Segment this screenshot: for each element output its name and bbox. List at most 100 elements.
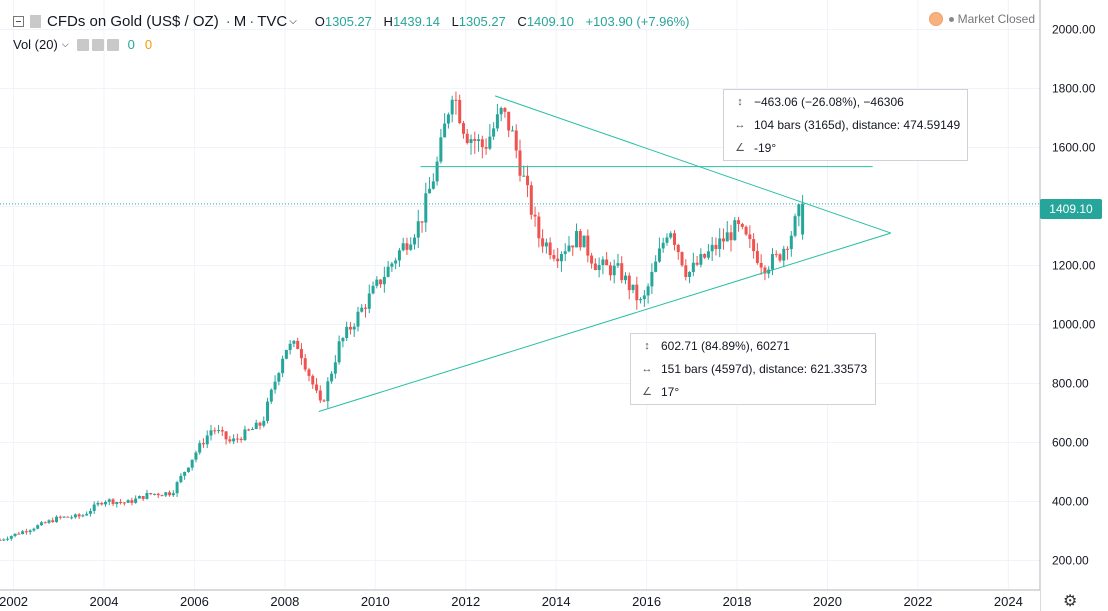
- candle-body: [85, 513, 89, 516]
- candle-body: [235, 438, 239, 440]
- y-tick-label: 600.00: [1052, 436, 1089, 450]
- y-tick-label: 1000.00: [1052, 318, 1096, 332]
- measure-box-lower[interactable]: ↕ 602.71 (84.89%), 60271 ↔ 151 bars (4597d…: [630, 333, 876, 405]
- candle-body: [258, 422, 262, 426]
- x-tick-label: 2022: [903, 594, 932, 609]
- candle-body: [107, 499, 111, 502]
- candle-body: [73, 514, 77, 518]
- candle-body: [32, 528, 36, 531]
- volume-label[interactable]: Vol (20): [13, 37, 58, 52]
- candle-body: [458, 99, 462, 124]
- candle-body: [526, 175, 530, 186]
- candle-body: [62, 516, 66, 518]
- candle-body: [360, 307, 364, 312]
- eye-icon[interactable]: [76, 38, 89, 51]
- candle-body: [194, 452, 198, 460]
- candle-body: [348, 326, 352, 330]
- candle-body: [616, 263, 620, 266]
- settings-icon[interactable]: [91, 38, 104, 51]
- candle-body: [774, 254, 778, 256]
- candle-body: [220, 430, 224, 432]
- candle-body: [428, 188, 432, 194]
- candle-body: [461, 123, 465, 134]
- candle-body: [156, 493, 160, 496]
- candle-body: [70, 517, 74, 519]
- candle-body: [228, 439, 232, 442]
- candle-body: [518, 150, 522, 176]
- candle-body: [654, 261, 658, 272]
- candle-body: [737, 220, 741, 224]
- candle-body: [590, 255, 594, 264]
- candle-body: [318, 390, 322, 401]
- candle-body: [43, 522, 47, 524]
- chevron-down-icon[interactable]: ⌵: [61, 39, 69, 49]
- exchange[interactable]: TVC: [257, 12, 288, 30]
- x-tick-label: 2006: [180, 594, 209, 609]
- chart-legend: CFDs on Gold (US$ / OZ) · M · TVC ⌵ O130…: [0, 9, 698, 33]
- candle-body: [510, 130, 514, 132]
- candle-body: [567, 245, 571, 252]
- candle-body: [277, 373, 281, 382]
- candle-body: [9, 536, 13, 539]
- candle-body: [492, 128, 496, 137]
- candle-body: [582, 235, 586, 248]
- candle-body: [281, 358, 285, 374]
- candle-body: [92, 504, 96, 511]
- candle-body: [593, 263, 597, 271]
- candle-body: [115, 502, 119, 505]
- interval[interactable]: M: [233, 12, 247, 30]
- candles: [0, 91, 805, 542]
- ohlc-values: O1305.27 H1439.14 L1305.27 C1409.10 +103…: [314, 13, 690, 29]
- candle-body: [337, 341, 341, 363]
- candle-body: [755, 251, 759, 263]
- symbol-name[interactable]: CFDs on Gold (US$ / OZ): [47, 12, 219, 30]
- candle-body: [371, 285, 375, 294]
- candle-body: [624, 275, 628, 281]
- candle-body: [28, 530, 32, 533]
- candle-body: [209, 430, 213, 436]
- candle-body: [537, 216, 541, 239]
- candle-body: [605, 259, 609, 266]
- gear-icon[interactable]: ⚙: [1063, 593, 1078, 610]
- collapse-icon[interactable]: [13, 15, 24, 27]
- close-icon[interactable]: [106, 38, 119, 51]
- candle-body: [424, 193, 428, 223]
- candle-body: [571, 245, 575, 248]
- candle-body: [390, 263, 394, 267]
- candle-body: [409, 244, 413, 250]
- candle-body: [145, 493, 149, 499]
- candle-body: [680, 252, 684, 266]
- candle-body: [665, 237, 669, 243]
- y-tick-label: 1200.00: [1052, 259, 1096, 273]
- candle-body: [484, 147, 488, 149]
- candle-body: [412, 237, 416, 245]
- chevron-down-icon[interactable]: ⌵: [289, 15, 297, 27]
- candle-body: [431, 181, 435, 189]
- x-tick-label: 2010: [361, 594, 390, 609]
- candle-body: [311, 375, 315, 385]
- candle-body: [164, 492, 168, 496]
- x-tick-label: 2014: [542, 594, 571, 609]
- candle-body: [266, 401, 270, 421]
- candle-body: [522, 175, 526, 177]
- candle-body: [333, 362, 337, 374]
- candle-body: [450, 99, 454, 115]
- candle-body: [137, 496, 141, 499]
- candle-body: [752, 239, 756, 252]
- angle-icon: ∠: [735, 142, 745, 154]
- candle-body: [375, 279, 379, 286]
- candle-body: [669, 233, 673, 238]
- x-tick-label: 2002: [0, 594, 28, 609]
- measure-box-upper[interactable]: ↕ −463.06 (−26.08%), −46306 ↔ 104 bars (31…: [723, 89, 968, 161]
- candle-body: [793, 216, 797, 236]
- candle-body: [77, 514, 81, 517]
- price-range-icon: ↕: [737, 95, 743, 108]
- candle-body: [703, 254, 707, 258]
- candle-body: [646, 286, 650, 296]
- candle-body: [770, 254, 774, 270]
- candle-body: [759, 262, 763, 268]
- candle-body: [152, 493, 156, 495]
- y-tick-label: 400.00: [1052, 495, 1089, 509]
- candle-body: [627, 275, 631, 291]
